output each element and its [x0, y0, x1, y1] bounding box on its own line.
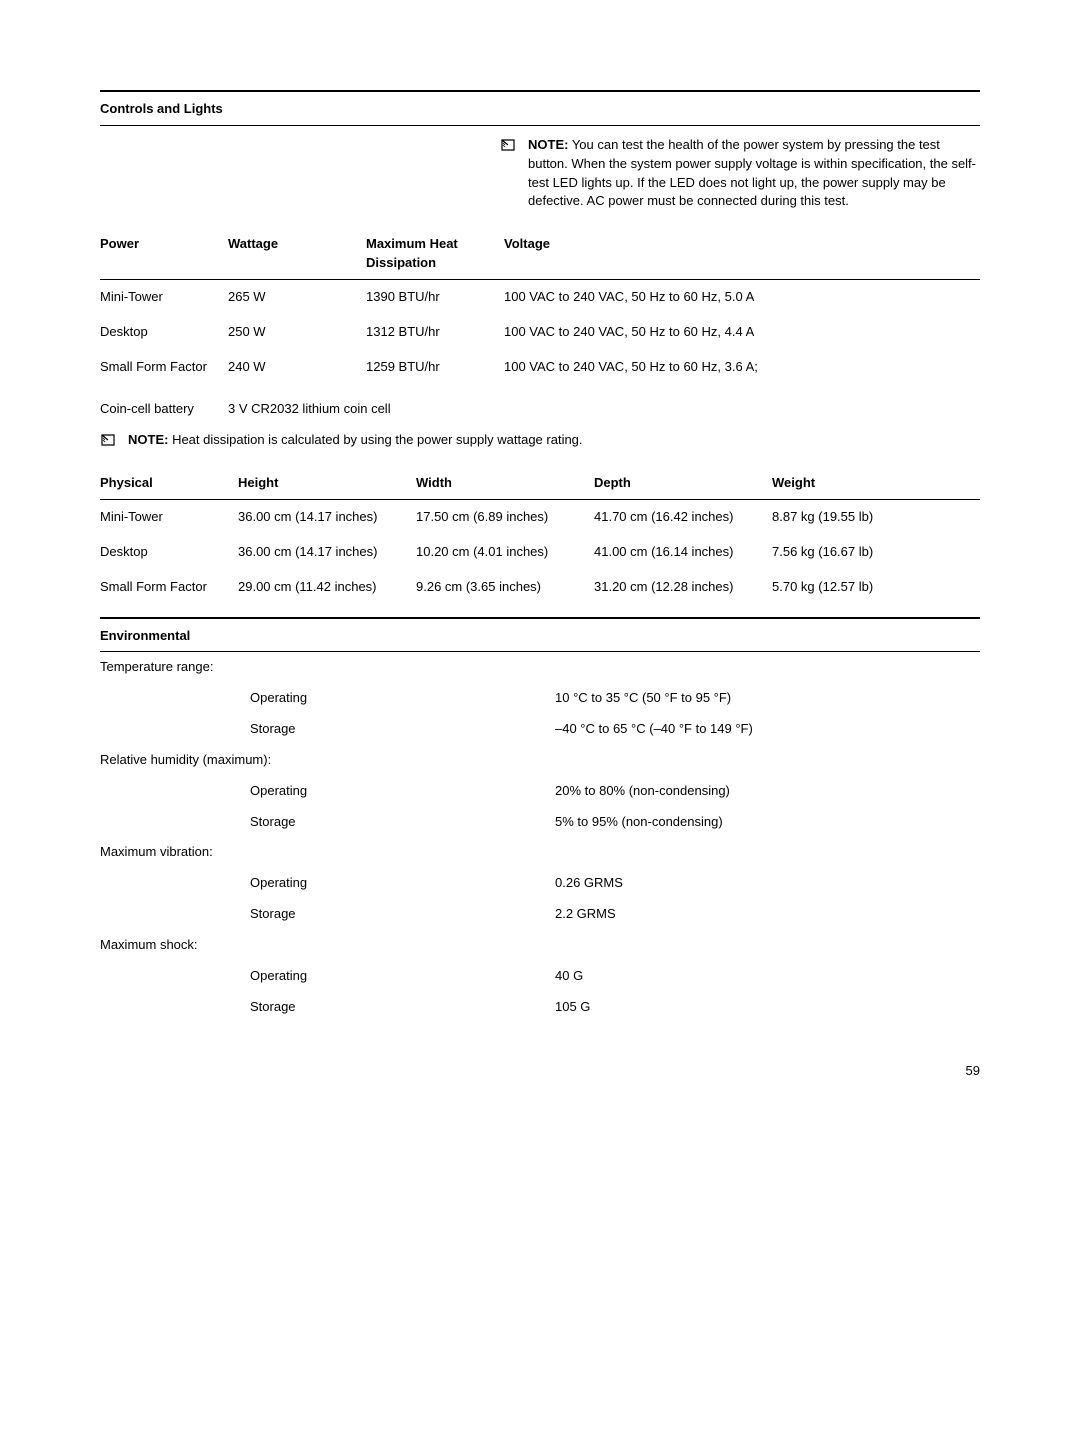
table-cell: 31.20 cm (12.28 inches)	[594, 570, 772, 605]
env-main-label: Maximum vibration:	[100, 843, 213, 862]
env-sub-row: Storage2.2 GRMS	[100, 899, 980, 930]
table-cell: 10.20 cm (4.01 inches)	[416, 535, 594, 570]
note-body: You can test the health of the power sys…	[528, 137, 976, 209]
env-value: 0.26 GRMS	[420, 874, 623, 893]
physical-table: Physical Height Width Depth Weight Mini-…	[100, 468, 980, 604]
phys-h0: Physical	[100, 468, 238, 499]
power-h2: Maximum Heat Dissipation	[366, 229, 504, 279]
table-cell: 5.70 kg (12.57 lb)	[772, 570, 980, 605]
table-cell: 1312 BTU/hr	[366, 315, 504, 350]
table-cell: Small Form Factor	[100, 570, 238, 605]
section-top-rule	[100, 90, 980, 92]
table-cell: Desktop	[100, 535, 238, 570]
env-sub-row: Storage5% to 95% (non-condensing)	[100, 807, 980, 838]
table-cell: 41.00 cm (16.14 inches)	[594, 535, 772, 570]
env-sub-label: Operating	[100, 782, 420, 801]
table-cell: 41.70 cm (16.42 inches)	[594, 499, 772, 534]
env-sub-label: Operating	[100, 874, 420, 893]
env-group-label: Maximum shock:	[100, 930, 980, 961]
table-row: Mini-Tower36.00 cm (14.17 inches)17.50 c…	[100, 499, 980, 534]
power-body: Mini-Tower265 W1390 BTU/hr100 VAC to 240…	[100, 279, 980, 384]
table-row: Desktop250 W1312 BTU/hr100 VAC to 240 VA…	[100, 315, 980, 350]
environmental-body: Temperature range:Operating10 °C to 35 °…	[100, 652, 980, 1022]
env-sub-label: Storage	[100, 813, 420, 832]
note-body: Heat dissipation is calculated by using …	[168, 432, 582, 447]
table-cell: Desktop	[100, 315, 228, 350]
phys-h2: Width	[416, 468, 594, 499]
table-cell: Mini-Tower	[100, 499, 238, 534]
environmental-section: Environmental Temperature range: Operatin…	[100, 617, 980, 1023]
env-sub-label: Storage	[100, 720, 420, 739]
table-cell: 250 W	[228, 315, 366, 350]
environmental-header: Environmental	[100, 619, 980, 653]
power-note: NOTE: Heat dissipation is calculated by …	[100, 431, 980, 450]
env-sub-row: Operating40 G	[100, 961, 980, 992]
table-row: Mini-Tower265 W1390 BTU/hr100 VAC to 240…	[100, 279, 980, 314]
phys-h1: Height	[238, 468, 416, 499]
env-value: 2.2 GRMS	[420, 905, 616, 924]
env-value: 20% to 80% (non-condensing)	[420, 782, 730, 801]
table-cell: 17.50 cm (6.89 inches)	[416, 499, 594, 534]
note-icon	[100, 433, 116, 447]
env-sub-label: Operating	[100, 689, 420, 708]
env-value: 5% to 95% (non-condensing)	[420, 813, 723, 832]
note-label: NOTE:	[528, 137, 568, 152]
table-cell: Small Form Factor	[100, 350, 228, 385]
phys-h4: Weight	[772, 468, 980, 499]
physical-body: Mini-Tower36.00 cm (14.17 inches)17.50 c…	[100, 499, 980, 604]
env-value: 105 G	[420, 998, 590, 1017]
table-cell: 1259 BTU/hr	[366, 350, 504, 385]
table-cell: 100 VAC to 240 VAC, 50 Hz to 60 Hz, 5.0 …	[504, 279, 980, 314]
env-main-label: Temperature range:	[100, 658, 213, 677]
env-sub-row: Operating10 °C to 35 °C (50 °F to 95 °F)	[100, 683, 980, 714]
note-label: NOTE:	[128, 432, 168, 447]
power-note-text: NOTE: Heat dissipation is calculated by …	[128, 431, 583, 450]
table-cell: 100 VAC to 240 VAC, 50 Hz to 60 Hz, 3.6 …	[504, 350, 980, 385]
note-icon	[500, 138, 516, 152]
power-table: Power Wattage Maximum Heat Dissipation V…	[100, 229, 980, 384]
env-sub-row: Storage–40 °C to 65 °C (–40 °F to 149 °F…	[100, 714, 980, 745]
env-sub-row: Operating0.26 GRMS	[100, 868, 980, 899]
controls-lights-note-text: NOTE: You can test the health of the pow…	[528, 136, 980, 211]
table-cell: 7.56 kg (16.67 lb)	[772, 535, 980, 570]
env-value: 40 G	[420, 967, 583, 986]
env-value: –40 °C to 65 °C (–40 °F to 149 °F)	[420, 720, 753, 739]
env-group-label: Temperature range:	[100, 652, 980, 683]
phys-h3: Depth	[594, 468, 772, 499]
coin-cell-value: 3 V CR2032 lithium coin cell	[228, 400, 391, 419]
table-row: Small Form Factor240 W1259 BTU/hr100 VAC…	[100, 350, 980, 385]
env-group-label: Maximum vibration:	[100, 837, 980, 868]
env-sub-label: Operating	[100, 967, 420, 986]
env-main-label: Relative humidity (maximum):	[100, 751, 271, 770]
table-cell: 265 W	[228, 279, 366, 314]
env-main-label: Maximum shock:	[100, 936, 198, 955]
table-row: Small Form Factor29.00 cm (11.42 inches)…	[100, 570, 980, 605]
table-cell: 240 W	[228, 350, 366, 385]
env-sub-row: Operating20% to 80% (non-condensing)	[100, 776, 980, 807]
controls-lights-note: NOTE: You can test the health of the pow…	[500, 136, 980, 211]
table-row: Desktop36.00 cm (14.17 inches)10.20 cm (…	[100, 535, 980, 570]
env-sub-label: Storage	[100, 998, 420, 1017]
power-h0: Power	[100, 229, 228, 279]
table-cell: 8.87 kg (19.55 lb)	[772, 499, 980, 534]
env-value: 10 °C to 35 °C (50 °F to 95 °F)	[420, 689, 731, 708]
page-number: 59	[100, 1062, 980, 1081]
table-cell: 9.26 cm (3.65 inches)	[416, 570, 594, 605]
table-cell: 36.00 cm (14.17 inches)	[238, 499, 416, 534]
controls-lights-header: Controls and Lights	[100, 100, 980, 126]
env-group-label: Relative humidity (maximum):	[100, 745, 980, 776]
env-sub-label: Storage	[100, 905, 420, 924]
power-h1: Wattage	[228, 229, 366, 279]
table-cell: Mini-Tower	[100, 279, 228, 314]
table-cell: 29.00 cm (11.42 inches)	[238, 570, 416, 605]
coin-cell-label: Coin-cell battery	[100, 400, 228, 419]
table-cell: 1390 BTU/hr	[366, 279, 504, 314]
table-cell: 100 VAC to 240 VAC, 50 Hz to 60 Hz, 4.4 …	[504, 315, 980, 350]
power-h3: Voltage	[504, 229, 980, 279]
coin-cell-row: Coin-cell battery 3 V CR2032 lithium coi…	[100, 396, 980, 431]
env-sub-row: Storage105 G	[100, 992, 980, 1023]
table-cell: 36.00 cm (14.17 inches)	[238, 535, 416, 570]
